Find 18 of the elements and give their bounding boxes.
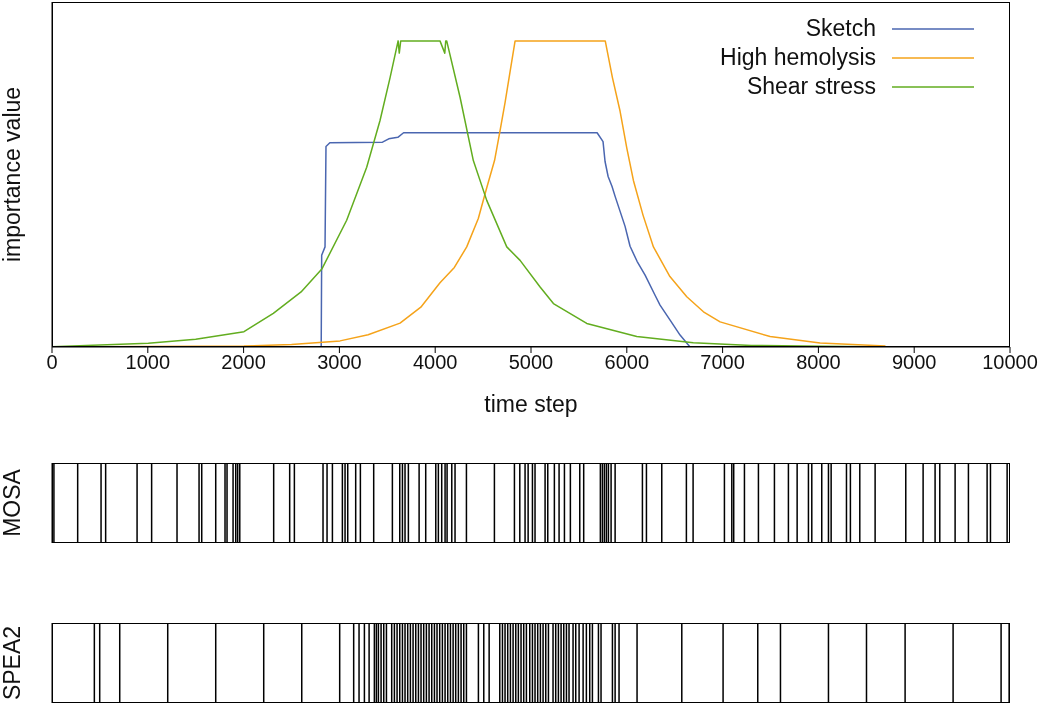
x-tick-label: 6000: [604, 351, 650, 374]
x-tick-label: 4000: [412, 351, 458, 374]
legend-label: Shear stress: [746, 73, 876, 100]
y-axis-title: importance value: [0, 86, 26, 263]
x-tick-label: 1000: [125, 351, 171, 374]
x-tick-label: 5000: [508, 351, 554, 374]
y-axis-title: MOSA: [0, 468, 26, 537]
legend-label: Sketch: [805, 15, 876, 42]
y-axis-title: SPEA2: [0, 625, 26, 701]
x-tick-label: 3000: [317, 351, 362, 374]
x-tick-label: 0: [46, 351, 58, 374]
x-axis-title: time step: [484, 391, 578, 417]
x-tick-label: 7000: [700, 351, 745, 374]
legend-label: High hemolysis: [720, 44, 876, 71]
x-tick-label: 8000: [796, 351, 841, 374]
x-tick-label: 9000: [891, 351, 937, 374]
x-tick-label: 10000: [982, 351, 1038, 374]
x-tick-label: 2000: [221, 351, 266, 374]
